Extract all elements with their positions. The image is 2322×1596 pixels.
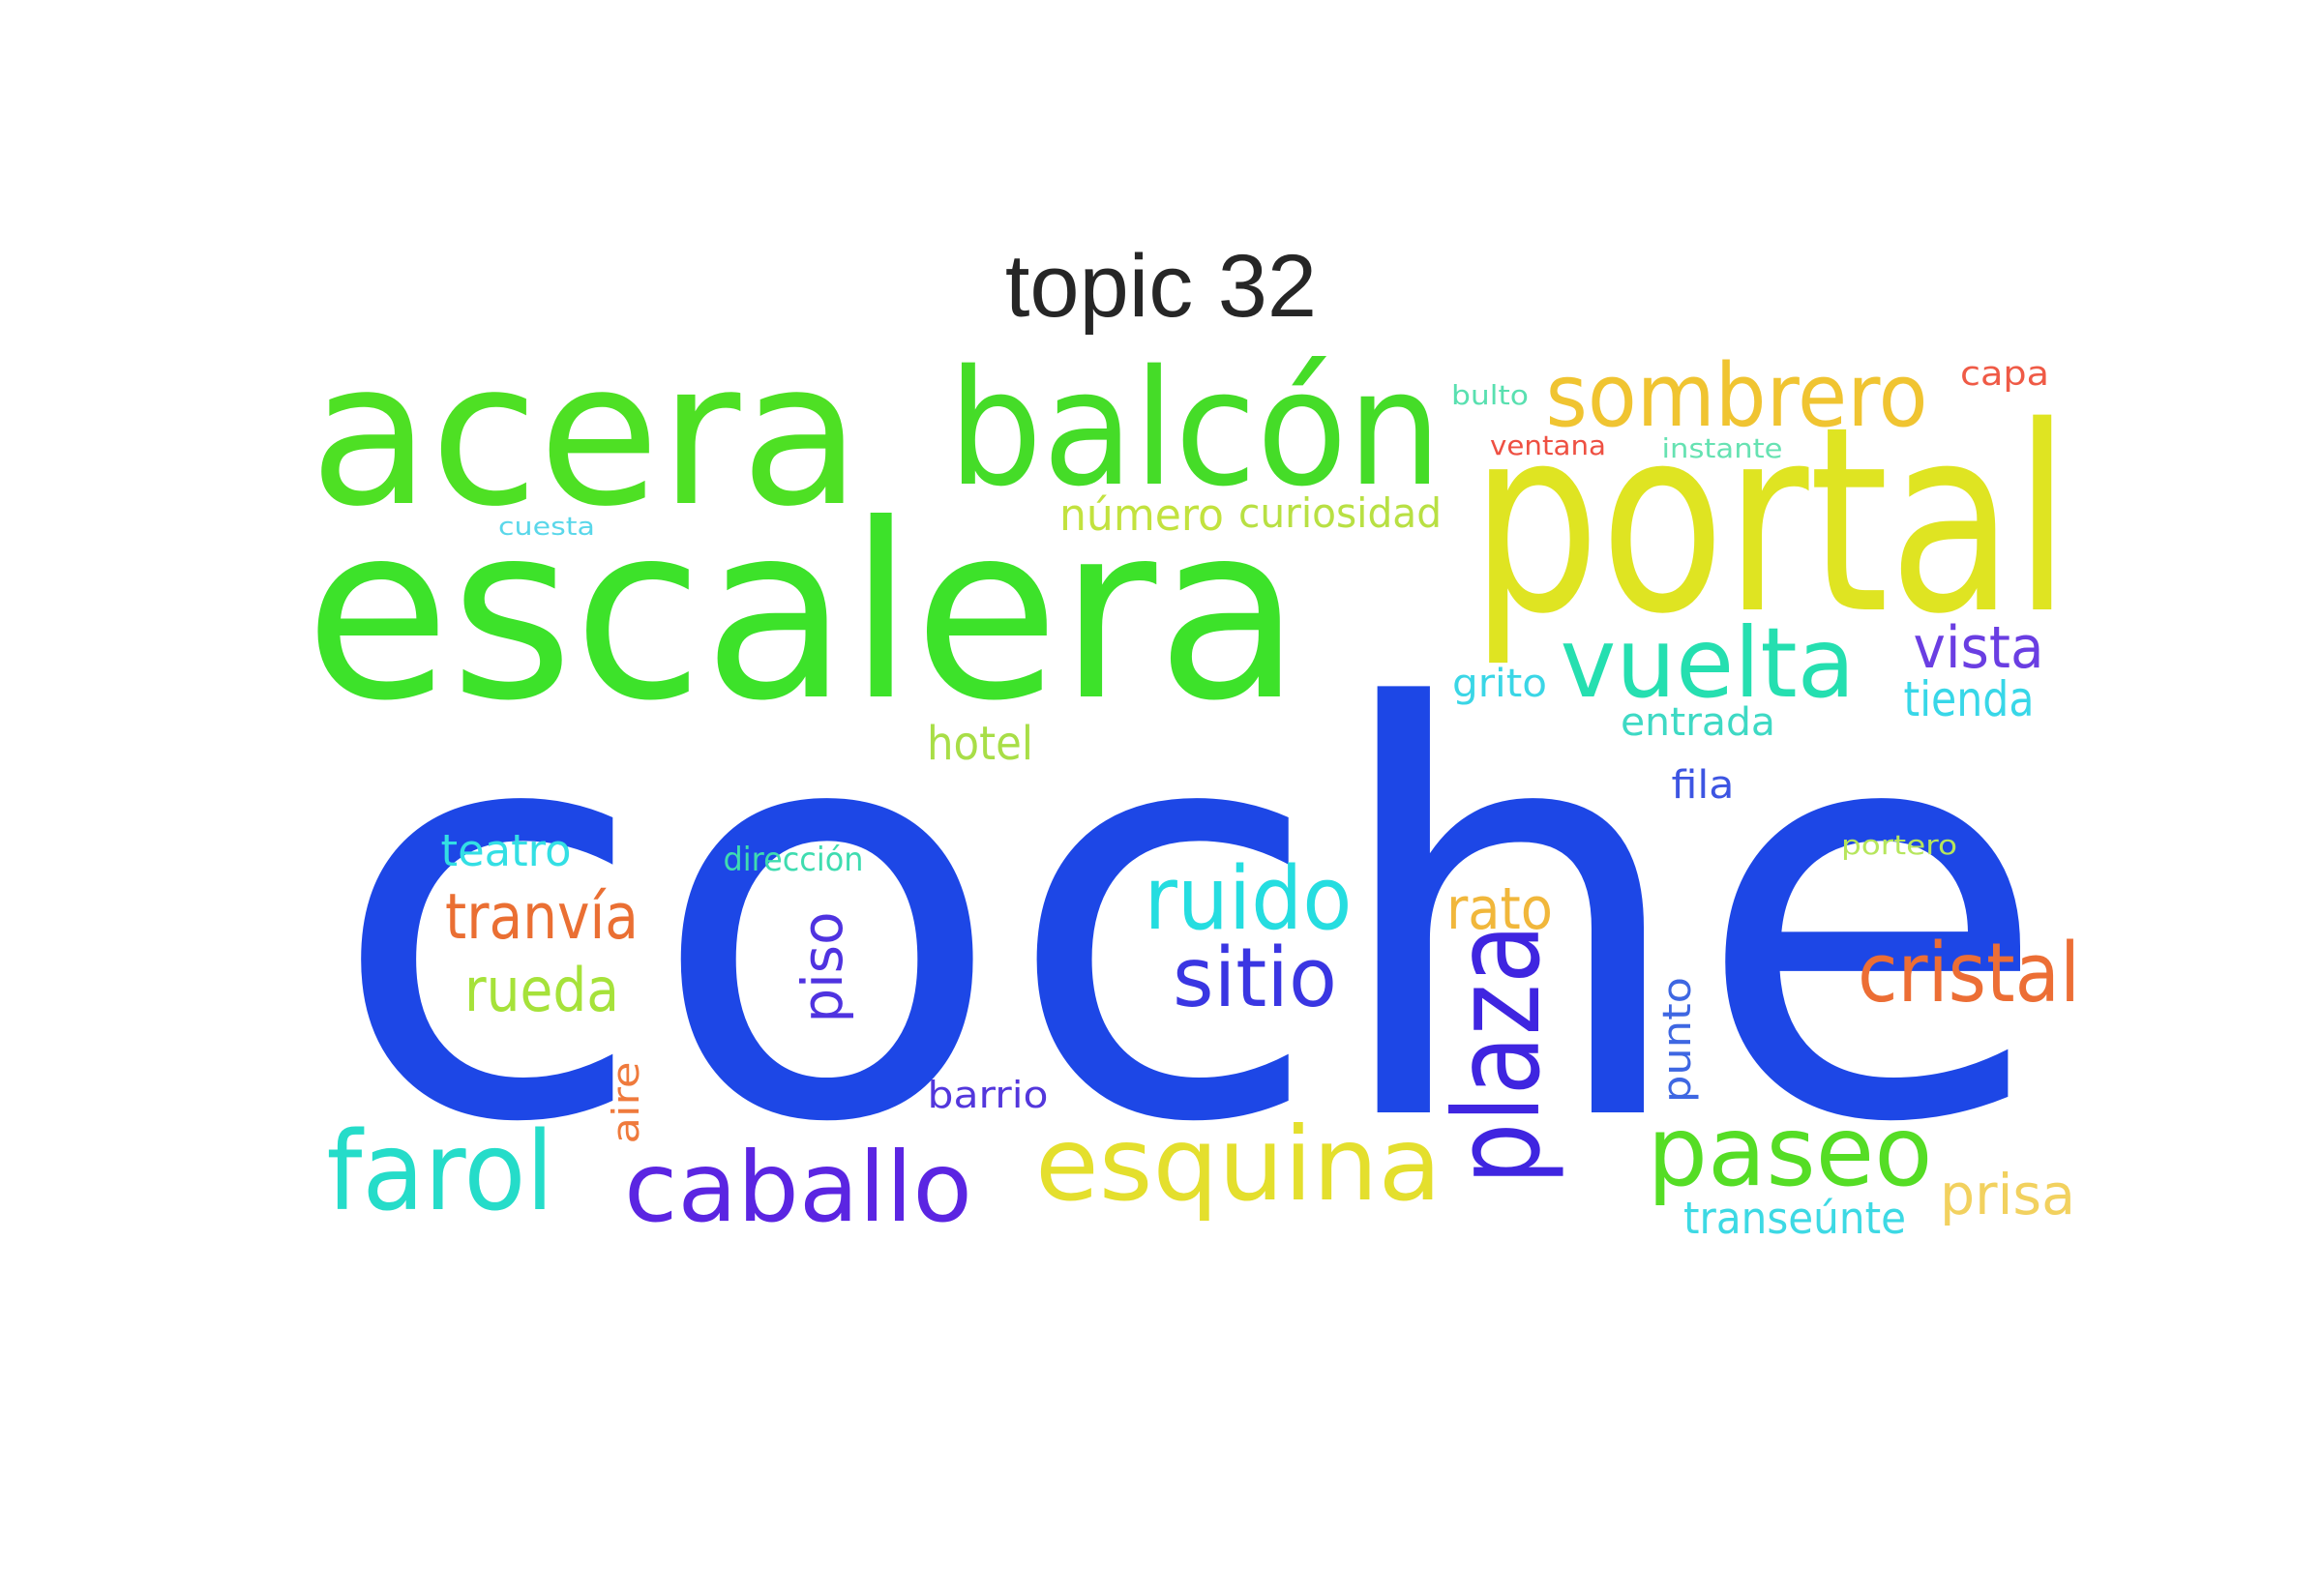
- word-paseo: paseo: [1648, 1095, 1933, 1208]
- word-entrada: entrada: [1621, 700, 1775, 745]
- word-tienda: tienda: [1904, 671, 2035, 727]
- word-grito: grito: [1452, 662, 1547, 706]
- word-barrio: barrio: [928, 1074, 1049, 1116]
- word-dirección: dirección: [724, 841, 864, 879]
- word-caballo: caballo: [624, 1131, 972, 1244]
- word-acera: acera: [310, 320, 861, 550]
- word-sombrero: sombrero: [1546, 345, 1928, 447]
- word-portero: portero: [1841, 829, 1957, 861]
- word-capa: capa: [1960, 355, 2049, 394]
- word-aire: aire: [605, 1062, 647, 1144]
- word-hotel: hotel: [927, 717, 1033, 771]
- word-plaza: plaza: [1429, 924, 1566, 1185]
- chart-title: topic 32: [1004, 237, 1318, 336]
- word-curiosidad: curiosidad: [1238, 489, 1442, 537]
- word-número: número: [1059, 489, 1224, 541]
- word-punto: punto: [1655, 977, 1700, 1103]
- word-balcón: balcón: [948, 336, 1442, 521]
- word-portal: portal: [1471, 372, 2070, 670]
- word-sitio: sitio: [1173, 931, 1337, 1026]
- word-teatro: teatro: [441, 825, 572, 876]
- word-escalera: escalera: [305, 472, 1301, 754]
- word-esquina: esquina: [1035, 1106, 1442, 1224]
- word-rato: rato: [1446, 875, 1553, 943]
- word-prisa: prisa: [1940, 1162, 2075, 1227]
- word-ventana: ventana: [1490, 429, 1606, 461]
- word-instante: instante: [1662, 432, 1783, 464]
- word-transeúnte: transeúnte: [1683, 1193, 1906, 1244]
- word-tranvía: tranvía: [445, 881, 639, 954]
- word-cuesta: cuesta: [498, 513, 595, 542]
- word-bulto: bulto: [1451, 379, 1529, 411]
- word-farol: farol: [327, 1109, 554, 1235]
- word-vista: vista: [1914, 614, 2044, 682]
- word-fila: fila: [1672, 763, 1735, 808]
- word-cristal: cristal: [1858, 926, 2080, 1021]
- word-piso: piso: [789, 912, 855, 1023]
- word-ruido: ruido: [1145, 848, 1353, 950]
- word-rueda: rueda: [464, 955, 619, 1025]
- word-coche: coche: [329, 592, 2051, 1245]
- word-vuelta: vuelta: [1561, 606, 1856, 720]
